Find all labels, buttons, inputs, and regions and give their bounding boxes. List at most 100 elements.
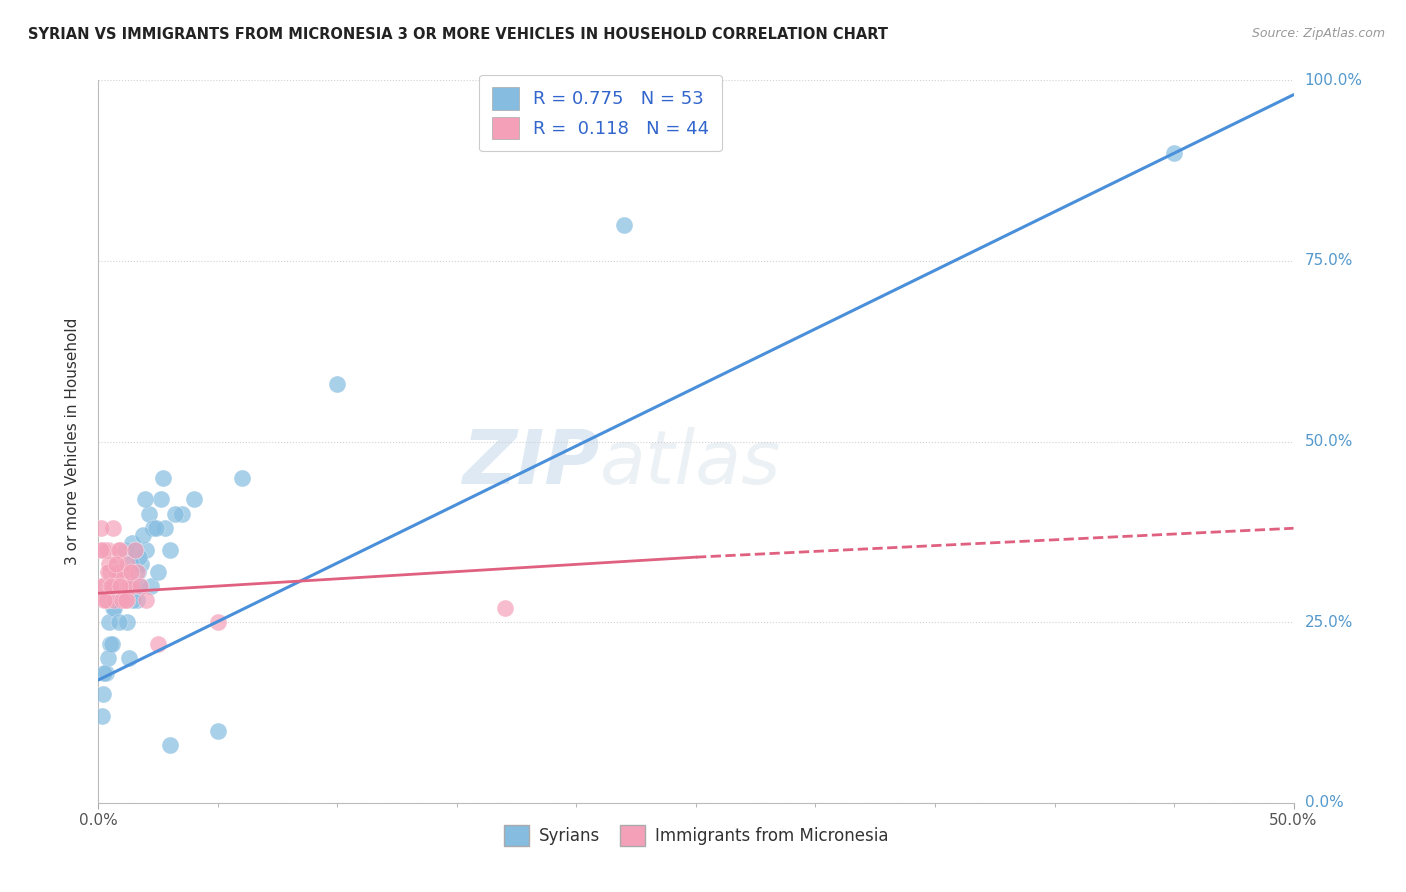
Point: [100, 579, 122, 593]
Point: [127, 565, 149, 579]
Point: [121, 535, 143, 549]
Point: [122, 593, 145, 607]
Point: [93, 593, 115, 607]
Point: [114, 565, 136, 579]
Point: [207, 615, 229, 630]
Point: [124, 542, 146, 557]
Point: [163, 507, 186, 521]
Point: [112, 593, 135, 607]
Point: [155, 521, 177, 535]
Text: ZIP: ZIP: [463, 426, 600, 500]
Point: [91, 687, 114, 701]
Point: [138, 507, 160, 521]
Point: [326, 376, 349, 391]
Point: [105, 565, 128, 579]
Point: [98, 637, 122, 651]
Point: [111, 565, 134, 579]
Legend: Syrians, Immigrants from Micronesia: Syrians, Immigrants from Micronesia: [496, 819, 896, 852]
Point: [118, 651, 141, 665]
Point: [108, 542, 131, 557]
Point: [139, 579, 162, 593]
Point: [104, 579, 127, 593]
Point: [107, 565, 129, 579]
Text: 50.0%: 50.0%: [1305, 434, 1353, 449]
Point: [149, 492, 172, 507]
Point: [148, 565, 170, 579]
Point: [152, 471, 174, 485]
Point: [112, 565, 135, 579]
Point: [115, 593, 138, 607]
Point: [90, 521, 112, 535]
Point: [110, 579, 132, 593]
Text: 100.0%: 100.0%: [1305, 73, 1362, 87]
Point: [115, 615, 138, 630]
Point: [183, 492, 205, 507]
Point: [108, 565, 131, 579]
Text: 25.0%: 25.0%: [1305, 615, 1353, 630]
Point: [110, 579, 132, 593]
Point: [1163, 145, 1185, 160]
Point: [91, 579, 114, 593]
Point: [134, 492, 156, 507]
Point: [105, 579, 128, 593]
Point: [91, 579, 114, 593]
Point: [107, 579, 129, 593]
Point: [90, 542, 112, 557]
Point: [131, 558, 153, 572]
Point: [93, 542, 115, 557]
Point: [98, 565, 122, 579]
Point: [114, 593, 136, 607]
Point: [142, 521, 165, 535]
Point: [107, 542, 129, 557]
Point: [120, 565, 142, 579]
Point: [104, 558, 127, 572]
Point: [494, 600, 516, 615]
Point: [117, 579, 139, 593]
Point: [93, 665, 115, 680]
Point: [128, 550, 150, 565]
Point: [111, 579, 134, 593]
Point: [103, 600, 125, 615]
Point: [129, 579, 152, 593]
Y-axis label: 3 or more Vehicles in Household: 3 or more Vehicles in Household: [65, 318, 80, 566]
Text: Source: ZipAtlas.com: Source: ZipAtlas.com: [1251, 27, 1385, 40]
Point: [97, 542, 120, 557]
Text: atlas: atlas: [600, 427, 782, 500]
Point: [94, 593, 117, 607]
Point: [107, 615, 129, 630]
Point: [124, 579, 146, 593]
Point: [98, 558, 121, 572]
Point: [104, 593, 127, 607]
Point: [118, 579, 141, 593]
Point: [231, 471, 253, 485]
Point: [172, 507, 194, 521]
Point: [125, 565, 148, 579]
Point: [135, 542, 157, 557]
Text: 0.0%: 0.0%: [1305, 796, 1343, 810]
Point: [120, 558, 142, 572]
Point: [97, 565, 120, 579]
Point: [115, 565, 138, 579]
Point: [100, 579, 122, 593]
Point: [101, 579, 124, 593]
Point: [159, 738, 181, 752]
Point: [131, 528, 153, 542]
Point: [129, 579, 152, 593]
Point: [135, 593, 157, 607]
Point: [148, 637, 170, 651]
Point: [96, 593, 118, 607]
Point: [115, 542, 138, 557]
Point: [125, 593, 148, 607]
Point: [115, 593, 138, 607]
Point: [207, 723, 229, 738]
Point: [94, 665, 117, 680]
Point: [91, 709, 114, 723]
Point: [103, 593, 125, 607]
Point: [100, 637, 122, 651]
Point: [613, 218, 636, 232]
Text: SYRIAN VS IMMIGRANTS FROM MICRONESIA 3 OR MORE VEHICLES IN HOUSEHOLD CORRELATION: SYRIAN VS IMMIGRANTS FROM MICRONESIA 3 O…: [28, 27, 889, 42]
Point: [98, 615, 121, 630]
Text: 75.0%: 75.0%: [1305, 253, 1353, 268]
Point: [101, 600, 124, 615]
Point: [97, 651, 120, 665]
